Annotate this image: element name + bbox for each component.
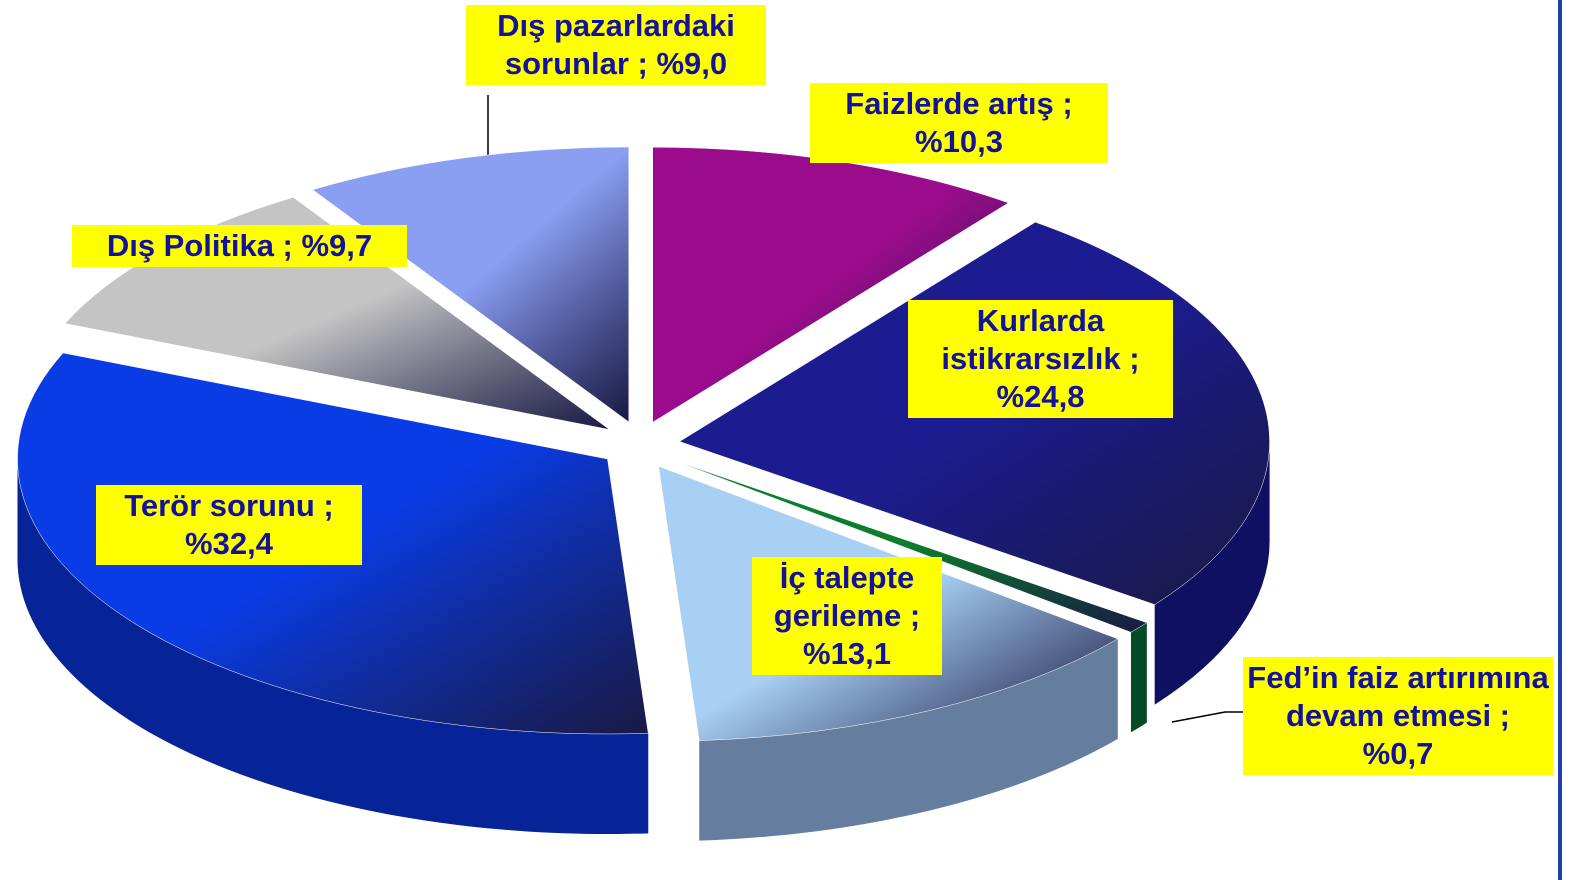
data-label: Dış pazarlardaki sorunlar ; %9,0 — [466, 5, 766, 85]
data-label: Dış Politika ; %9,7 — [72, 225, 407, 267]
slice-side — [17, 458, 649, 834]
slice — [312, 146, 630, 423]
slice-side — [1154, 441, 1270, 705]
leader-line — [1171, 711, 1243, 723]
slice-side-shade — [699, 638, 1118, 841]
data-label: Fed’in faiz artırımına devam etmesi ; %0… — [1243, 657, 1553, 775]
slice-side-shade — [1154, 441, 1270, 705]
slice-side — [699, 638, 1118, 841]
slice-side — [1130, 622, 1147, 733]
data-label: Faizlerde artış ; %10,3 — [810, 83, 1108, 163]
slice — [671, 459, 1148, 633]
data-label: İç talepte gerileme ; %13,1 — [752, 557, 942, 675]
data-label: Terör sorunu ; %32,4 — [96, 485, 362, 565]
data-label: Kurlarda istikrarsızlık ; %24,8 — [908, 300, 1173, 418]
slice-side-shade — [17, 458, 649, 834]
slice-side-shade — [1130, 622, 1147, 733]
